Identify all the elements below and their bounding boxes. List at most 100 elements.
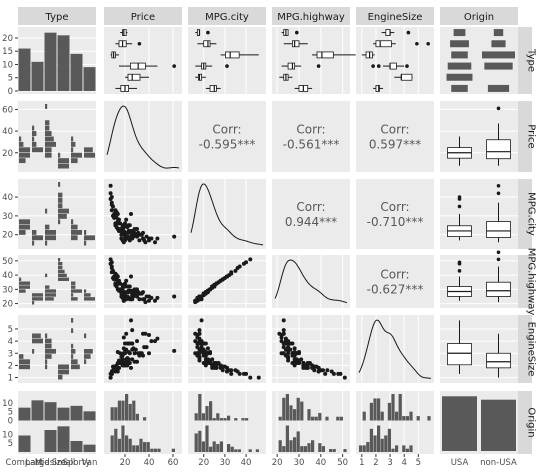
row-strip-label: Origin [526,407,537,437]
type-origin-tile [491,40,506,48]
origin-hist-bar [282,397,286,421]
panel-EngineSize-Type [18,315,96,383]
origin-hist-bar [219,441,223,452]
x-tick-label: 2 [373,458,378,468]
panel-Type-MPG.city [188,27,266,94]
panel-Price-Price [104,101,182,172]
corr-value: 0.597*** [369,138,421,152]
facet-hist-bar [71,285,76,289]
box [203,40,211,48]
x-tick-label: 5 [416,458,421,468]
corr-label: Corr: [380,123,409,137]
scatter-point [113,281,118,286]
scatter-point [117,288,121,293]
panel-MPG.city-EngineSize: Corr:-0.710*** [356,179,434,249]
facet-hist-bar [19,136,22,142]
origin-bar [481,399,516,451]
facet-hist-bar [45,285,50,289]
facet-hist-bar [45,297,54,301]
panel-background [356,27,434,94]
row-strip-label: Price [526,124,537,148]
scatter-point [131,346,136,351]
facet-hist-bar [45,235,56,241]
scatter-point [149,339,154,344]
y-tick-label: 30 [2,285,13,295]
facet-hist-bar [58,364,69,370]
origin-hist-bar [212,418,216,421]
scatter-point [256,375,261,380]
column-strip-label: Origin [464,12,494,23]
scatter-point [135,339,139,344]
y-tick-label: 10 [2,399,13,409]
type-origin-tile [446,73,473,81]
panel-background [272,255,350,308]
origin-hist-bar [132,445,136,452]
scatter-point [225,274,229,279]
scatter-point [248,375,253,380]
facet-hist-bar [32,230,37,235]
facet-hist-bar [58,374,63,380]
scatter-point [153,240,157,245]
y-tick-label: 0 [8,417,13,427]
origin-hist-bar [110,435,114,452]
scatter-point [193,331,198,336]
origin-hist-bar [293,409,297,421]
y-tick-label: 50 [2,257,13,267]
origin-hist-bar [373,398,377,421]
scatter-point [108,375,113,380]
y-tick-label: 20 [2,300,13,310]
facet-hist-bar [71,354,74,359]
origin-hist-bar [300,446,304,452]
origin-hist-bar [237,449,241,452]
origin-hist-bar [198,394,202,421]
type-origin-bar [31,400,44,421]
origin-hist-bar [402,416,406,421]
facet-hist-bar [58,198,63,203]
scatter-point [229,270,234,275]
panel-Origin-EngineSize [356,391,434,454]
box [316,51,334,59]
scatter-point [130,341,135,346]
type-origin-bar [18,407,31,421]
box [287,62,296,70]
origin-hist-bar [278,440,282,452]
box-outlier [457,195,462,199]
origin-hist-bar [125,394,129,421]
type-origin-tile [451,84,468,92]
scatter-point [109,200,114,205]
origin-hist-bar [201,441,205,452]
facet-hist-bar [32,147,43,153]
scatter-point [130,357,135,362]
origin-hist-bar [369,402,373,421]
facet-hist-bar [71,364,80,370]
facet-hist-bar [19,224,30,230]
scatter-point [109,208,114,213]
origin-hist-bar [362,445,366,452]
scatter-point [155,336,160,341]
y-tick-label: 20 [2,231,13,241]
scatter-point [147,351,151,356]
facet-hist-bar [84,354,91,359]
facet-hist-bar [19,289,26,293]
box [375,40,392,48]
row-strip [518,391,532,454]
origin-hist-bar [143,417,147,421]
scatter-point [130,230,135,235]
origin-hist-bar [216,413,220,421]
panel-MPG.highway-EngineSize: Corr:-0.627*** [356,255,434,308]
scatter-point [195,345,200,350]
facet-hist-bar [58,163,69,169]
facet-hist-bar [84,297,95,301]
origin-hist-bar [325,416,329,421]
box-outlier [371,64,375,68]
scatter-point [121,363,126,368]
box-outlier [206,30,210,35]
origin-hist-bar [380,411,384,421]
origin-hist-bar [311,440,315,452]
panel-Origin-MPG.city [188,391,266,454]
facet-hist-bar [84,349,93,354]
scatter-point [129,212,133,216]
origin-hist-bar [303,446,307,452]
scatter-point [125,284,130,289]
scatter-point [141,353,145,358]
